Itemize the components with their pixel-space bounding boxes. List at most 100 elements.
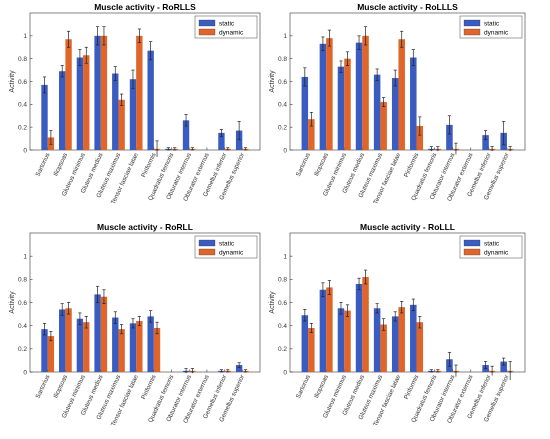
bar-static: [235, 130, 243, 150]
y-axis-label: Activity: [9, 70, 16, 93]
bar-dynamic: [100, 296, 108, 372]
y-tick-label: 1: [23, 253, 27, 260]
x-tick-label: Piriformis: [140, 374, 157, 401]
y-tick-label: 0.2: [278, 346, 287, 353]
bar-static: [355, 42, 363, 150]
bar-dynamic: [362, 277, 369, 372]
bar-static: [482, 135, 489, 150]
bar-dynamic: [83, 322, 90, 372]
bar-dynamic: [100, 35, 108, 151]
x-tick-label: Iliopsoas: [313, 152, 330, 177]
legend-swatch-static: [198, 239, 216, 247]
y-tick-label: 0.4: [278, 102, 287, 109]
bar-static: [301, 76, 309, 150]
x-tick-label: Piriformis: [403, 374, 420, 401]
legend: static dynamic: [459, 15, 523, 39]
bar-static: [337, 308, 345, 372]
bar-static: [94, 294, 101, 372]
y-tick-label: 0.4: [18, 323, 27, 330]
bar-dynamic: [308, 119, 315, 150]
y-tick-label: 0.6: [278, 79, 287, 86]
legend-swatch-dynamic: [463, 28, 481, 36]
y-tick-label: 0.2: [278, 124, 287, 131]
bar-dynamic: [344, 310, 351, 372]
bar-static: [218, 132, 225, 150]
bar-dynamic: [47, 336, 55, 372]
y-tick-label: 0.8: [278, 56, 287, 63]
chart-panel-1: Muscle activity - RoRLLS 0 0.2 0.4 0.6 0.8 1 Ac…: [9, 2, 261, 206]
x-tick-label: Iliopsoas: [52, 374, 69, 399]
legend-label-dynamic: dynamic: [219, 250, 244, 257]
bar-dynamic: [326, 38, 333, 150]
bar-static: [391, 78, 399, 150]
chart-panel-2: Muscle activity - RoLLLS 0 0.2 0.4 0.6 0.8 1 Ac…: [269, 2, 526, 206]
bar-static: [59, 71, 66, 150]
bar-static: [147, 50, 154, 150]
bar-dynamic: [65, 308, 72, 372]
bar-static: [410, 304, 417, 372]
bar-dynamic: [416, 126, 424, 150]
y-tick-label: 0: [23, 147, 27, 154]
bar-static: [337, 66, 345, 150]
x-tick-label: Piriformis: [403, 152, 420, 179]
bar-static: [76, 57, 84, 150]
y-tick-label: 0: [283, 369, 287, 376]
legend-label-static: static: [484, 21, 500, 28]
y-axis-label: Activity: [9, 291, 16, 314]
y-tick-label: 0.8: [18, 277, 27, 284]
bar-dynamic: [65, 39, 72, 151]
legend-swatch-static: [198, 19, 216, 27]
y-axis-label: Activity: [269, 70, 276, 93]
y-tick-label: 0.2: [18, 124, 27, 131]
bar-static: [112, 73, 119, 150]
legend-swatch-static: [463, 239, 481, 247]
bar-static: [373, 308, 381, 372]
bar-static: [373, 74, 381, 150]
y-tick-label: 0.8: [278, 277, 287, 284]
legend-label-dynamic: dynamic: [484, 250, 509, 257]
y-tick-label: 0.2: [18, 346, 27, 353]
bar-static: [182, 120, 190, 150]
y-axis-label: Activity: [269, 291, 276, 314]
bar-static: [319, 289, 327, 372]
legend: static dynamic: [194, 235, 258, 259]
y-tick-label: 0.6: [278, 300, 287, 307]
legend-label-static: static: [484, 241, 500, 248]
bar-static: [301, 315, 309, 372]
legend-label-dynamic: dynamic: [484, 30, 509, 37]
legend-label-static: static: [219, 21, 235, 28]
bar-dynamic: [398, 39, 405, 151]
bar-static: [446, 124, 453, 150]
legend-label-dynamic: dynamic: [219, 30, 244, 37]
bar-dynamic: [83, 55, 90, 150]
x-tick-label: Sartorius: [35, 374, 52, 400]
bar-dynamic: [362, 35, 369, 151]
bar-static: [500, 361, 507, 372]
legend: static dynamic: [194, 15, 258, 39]
y-tick-label: 0: [23, 369, 27, 376]
bar-static: [235, 365, 243, 372]
bar-static: [129, 79, 137, 150]
bar-static: [59, 309, 66, 372]
bar-dynamic: [308, 327, 315, 372]
legend: static dynamic: [459, 235, 523, 259]
chart-title: Muscle activity - RoLLLS: [357, 2, 458, 12]
bar-dynamic: [136, 35, 143, 151]
bar-dynamic: [136, 321, 143, 372]
chart-title: Muscle activity - RoRLLS: [94, 2, 196, 12]
bar-static: [112, 317, 119, 372]
y-tick-label: 0.6: [18, 300, 27, 307]
bar-static: [410, 57, 417, 150]
chart-title: Muscle activity - RoRLL: [97, 222, 193, 232]
legend-swatch-dynamic: [198, 248, 216, 256]
bar-dynamic: [398, 307, 405, 372]
x-tick-label: Sartorius: [295, 374, 312, 400]
x-tick-label: Iliopsoas: [313, 374, 330, 399]
x-tick-label: Sartorius: [35, 152, 52, 178]
bar-static: [41, 84, 48, 150]
chart-panel-4: Muscle activity - RoLLL 0 0.2 0.4 0.6 0.8 1 Act…: [269, 222, 526, 428]
bar-static: [129, 323, 137, 372]
y-tick-label: 0: [283, 147, 287, 154]
chart-panel-3: Muscle activity - RoRLL 0 0.2 0.4 0.6 0.8 1 Act…: [9, 222, 261, 428]
